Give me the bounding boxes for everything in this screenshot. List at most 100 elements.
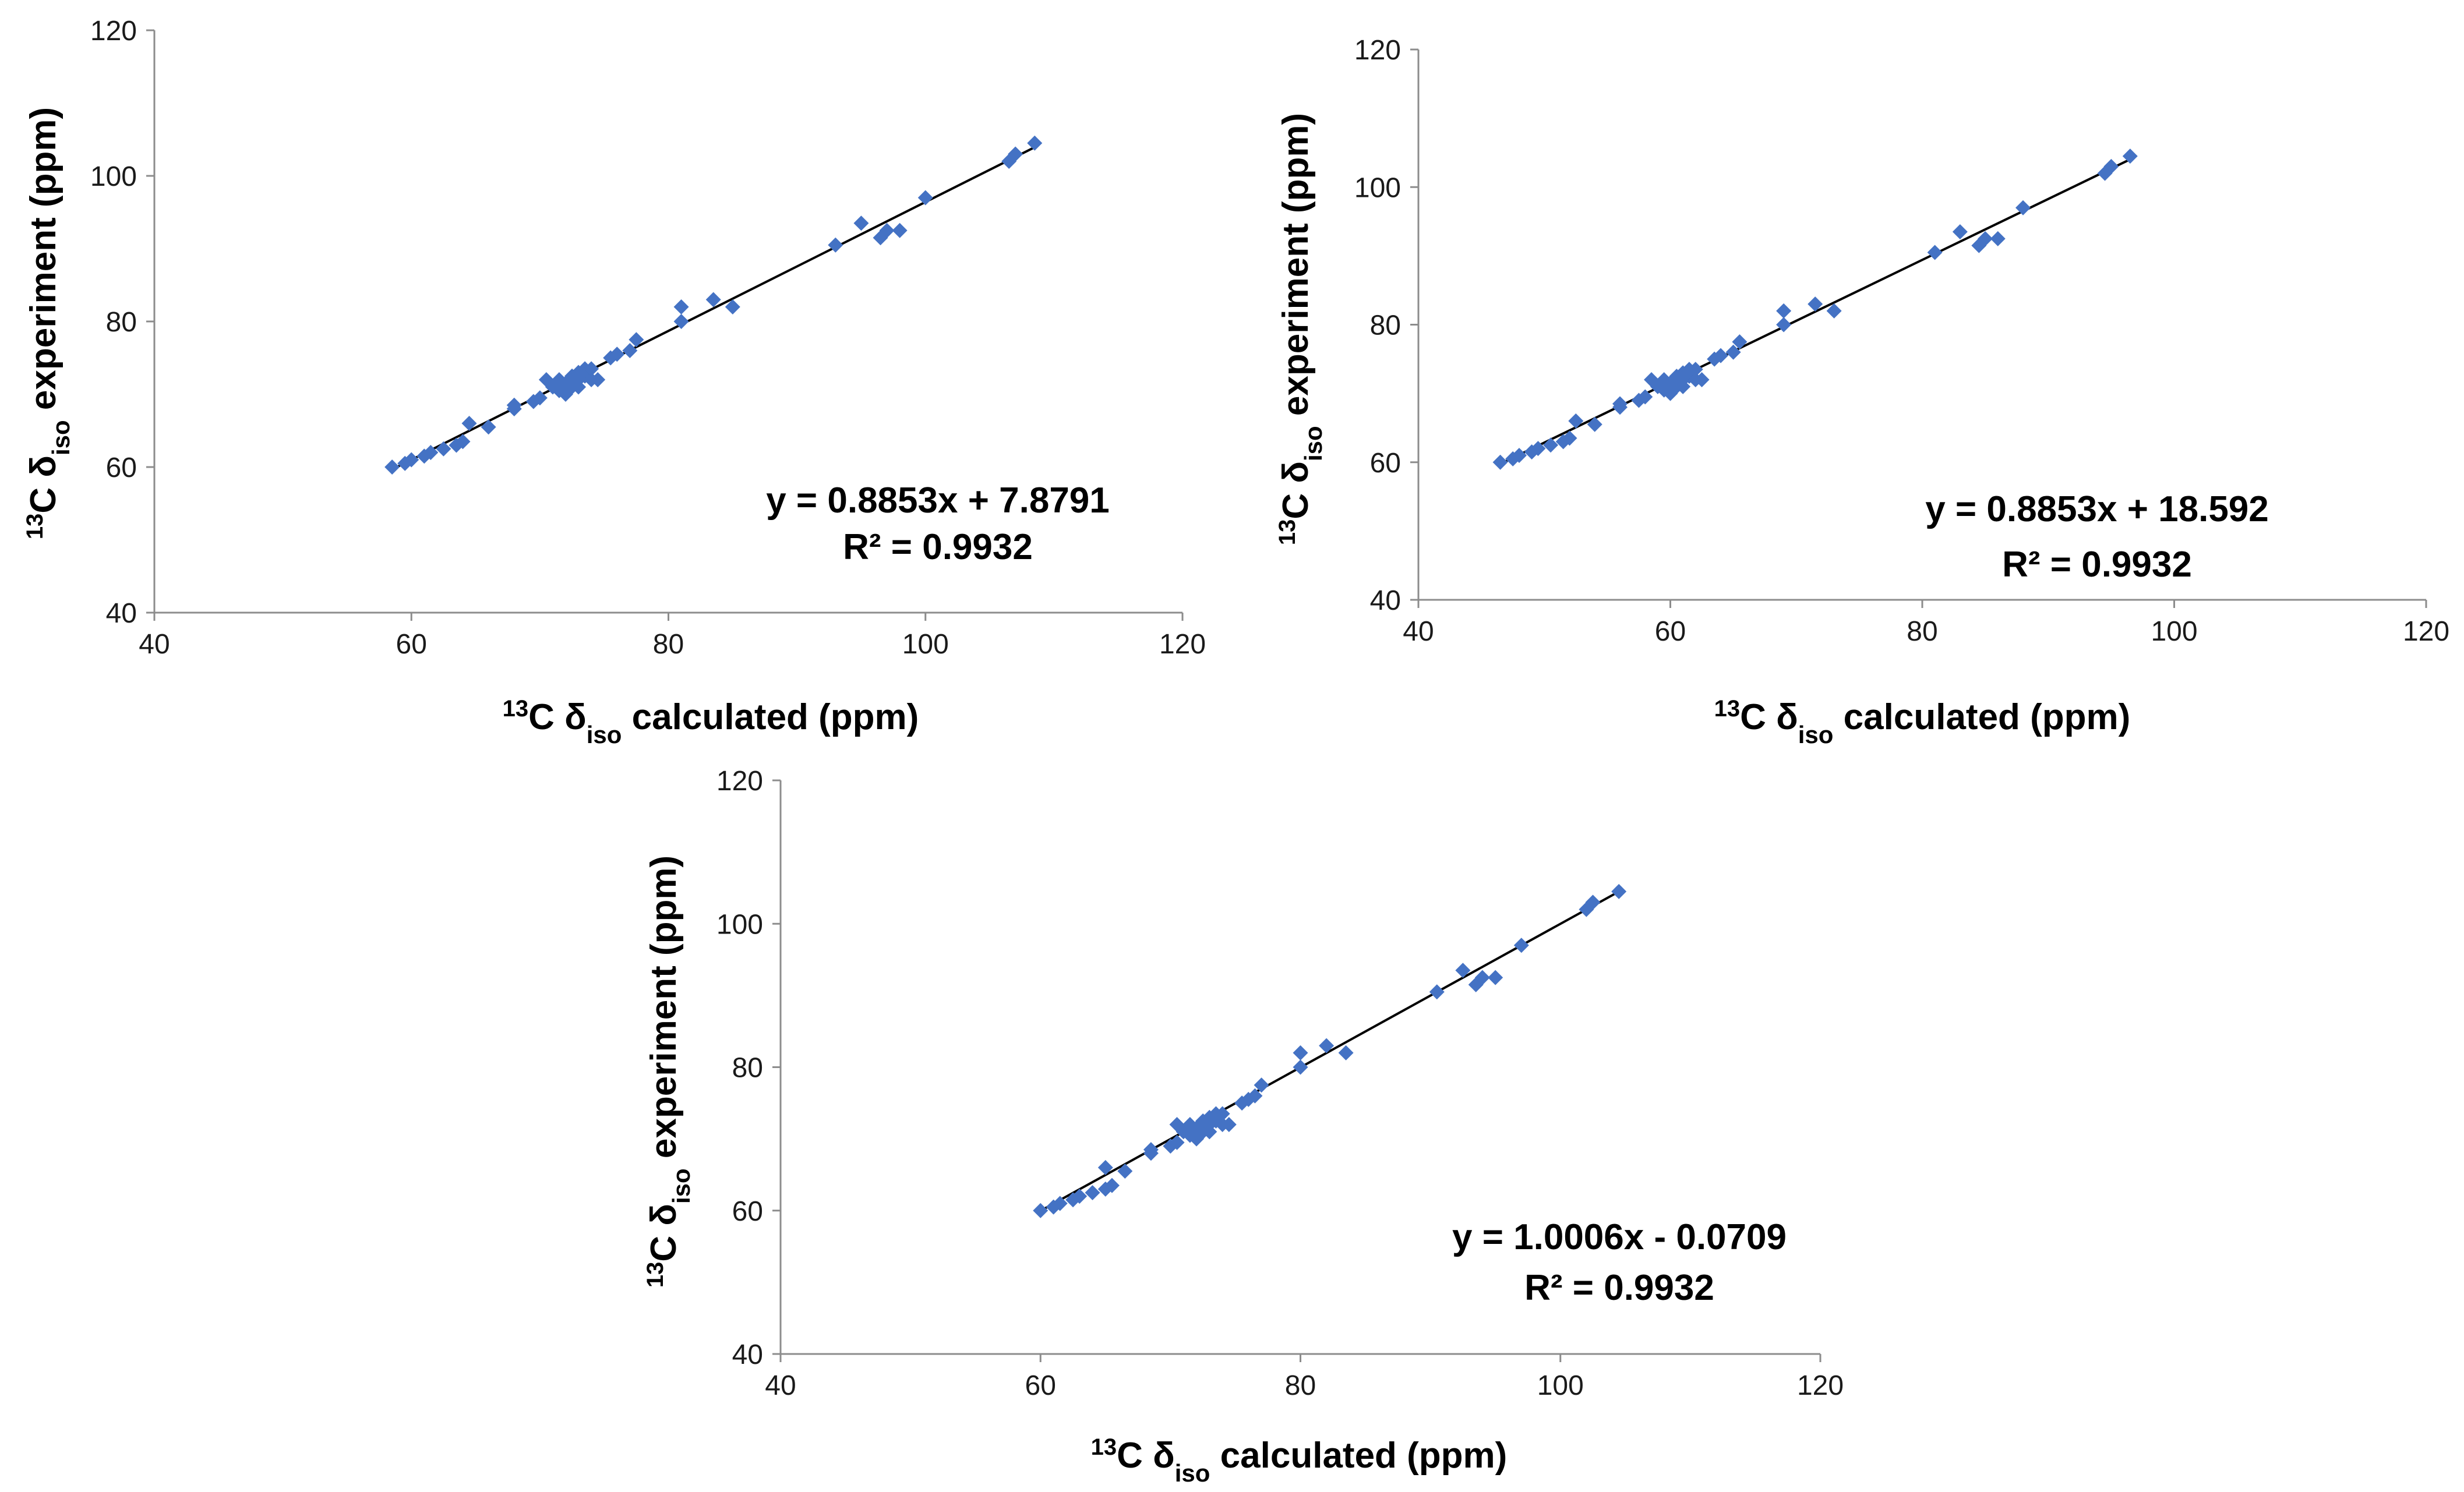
r-squared-label: R² = 0.9932 (2002, 545, 2192, 585)
data-point (673, 299, 689, 314)
data-point (1221, 1117, 1237, 1132)
y-tick-label: 120 (90, 16, 137, 47)
data-point (1008, 146, 1023, 162)
data-point (384, 459, 400, 475)
x-tick-label: 40 (1403, 616, 1434, 647)
x-axis-title-text: calculated (ppm) (1833, 697, 2130, 737)
data-point (590, 372, 606, 387)
data-point (1694, 372, 1710, 387)
x-axis-title-symbol: C δ (1117, 1436, 1175, 1476)
x-axis-title: 13C δiso calculated (ppm) (503, 696, 919, 748)
y-axis-title-sub: iso (1300, 426, 1327, 461)
x-axis-title-sup: 13 (503, 696, 529, 722)
x-tick-label: 100 (1537, 1370, 1584, 1401)
data-point (879, 222, 895, 238)
data-point (1530, 441, 1546, 457)
x-tick-label: 40 (139, 629, 170, 660)
data-point (1293, 1045, 1308, 1060)
data-point (1776, 317, 1792, 333)
data-point (1033, 1203, 1049, 1218)
data-point (892, 222, 908, 238)
data-point (1117, 1164, 1133, 1179)
x-axis-title-sub: iso (1175, 1459, 1210, 1487)
x-axis-title-sup: 13 (1714, 696, 1741, 722)
y-tick-label: 100 (1354, 172, 1401, 203)
data-point (725, 299, 740, 314)
x-tick-label: 100 (902, 629, 949, 660)
x-tick-label: 120 (1159, 629, 1206, 660)
data-point (1713, 348, 1728, 363)
data-point (1808, 296, 1823, 312)
data-point (423, 445, 439, 460)
data-point (1202, 1124, 1217, 1140)
data-point (1492, 454, 1508, 470)
y-axis-title-symbol: C δ (1276, 461, 1316, 519)
y-axis-title: 13C δiso experiment (ppm) (22, 107, 75, 539)
data-point (1675, 379, 1691, 394)
y-axis-title-sup: 13 (643, 1262, 668, 1288)
data-point (1072, 1189, 1088, 1204)
data-point (1585, 895, 1601, 910)
data-point (1143, 1142, 1159, 1158)
y-tick-label: 100 (716, 909, 763, 940)
x-tick-label: 120 (1797, 1370, 1844, 1401)
y-tick-label: 80 (106, 307, 137, 338)
data-point (584, 361, 599, 377)
data-point (1027, 135, 1043, 151)
x-tick-label: 120 (2403, 616, 2449, 647)
x-tick-label: 80 (653, 629, 684, 660)
data-point (622, 343, 638, 358)
x-tick-label: 60 (1655, 616, 1686, 647)
data-point (1104, 1178, 1120, 1193)
y-tick-label: 100 (90, 161, 137, 192)
y-axis-title-sup: 13 (22, 514, 48, 540)
y-axis-title-sup: 13 (1275, 519, 1300, 546)
data-point (436, 441, 451, 457)
x-tick-label: 60 (396, 629, 427, 660)
data-point (2122, 149, 2138, 164)
x-axis-title: 13C δiso calculated (ppm) (1714, 696, 2131, 748)
y-axis-title-text: experiment (ppm) (644, 855, 684, 1168)
trendline (1040, 890, 1620, 1212)
data-point (1254, 1077, 1269, 1093)
data-point (1429, 984, 1445, 1000)
data-point (828, 237, 843, 253)
r-squared-label: R² = 0.9932 (1524, 1268, 1714, 1308)
chart-bottom: 40 60 80 100 120 40 60 80 100 120 y = 1.0006x - 0.… (643, 766, 1844, 1487)
data-point (1513, 938, 1529, 953)
data-point (1338, 1045, 1354, 1060)
data-point (1455, 963, 1471, 978)
data-point (1568, 413, 1584, 429)
y-axis-title-symbol: C δ (644, 1204, 684, 1262)
r-squared-label: R² = 0.9932 (843, 527, 1033, 567)
y-tick-label: 40 (106, 598, 137, 629)
x-tick-label: 100 (2151, 616, 2197, 647)
y-axis-title: 13C δiso experiment (ppm) (643, 855, 695, 1288)
data-point (917, 190, 933, 206)
x-axis-title-sup: 13 (1091, 1434, 1117, 1460)
data-point (853, 215, 869, 231)
x-axis-title-sub: iso (587, 721, 622, 748)
data-point (1097, 1159, 1113, 1175)
regression-equation: y = 0.8853x + 18.592 (1925, 489, 2269, 529)
data-point (1052, 1196, 1068, 1211)
data-point (1543, 437, 1559, 453)
x-tick-label: 40 (765, 1370, 796, 1401)
data-point (2015, 200, 2031, 215)
data-point (1776, 303, 1792, 319)
y-axis-title-symbol: C δ (23, 455, 63, 514)
y-tick-label: 80 (732, 1053, 763, 1084)
x-axis-title-symbol: C δ (528, 697, 587, 737)
data-point (1612, 396, 1628, 412)
y-tick-label: 60 (1370, 448, 1401, 479)
chart-top-left: 40 60 80 100 120 40 60 80 100 120 y = 0.8853x + 7.… (22, 16, 1206, 748)
x-axis-title-sub: iso (1798, 721, 1834, 748)
x-axis-title-symbol: C δ (1740, 697, 1798, 737)
data-point (404, 452, 419, 468)
data-point (673, 314, 689, 329)
y-tick-label: 40 (732, 1339, 763, 1370)
data-point (1562, 430, 1577, 446)
data-point (532, 390, 548, 406)
